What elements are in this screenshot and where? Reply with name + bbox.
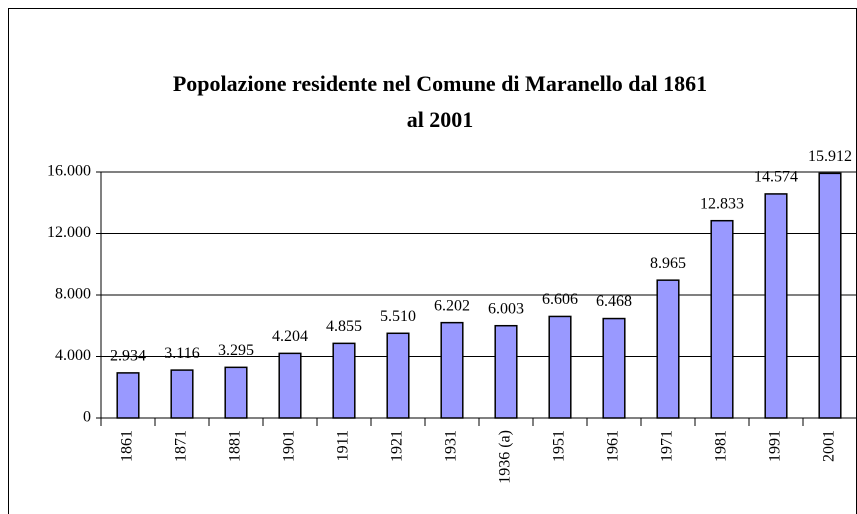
x-tick-label: 1991 <box>767 430 784 462</box>
bar <box>278 352 302 419</box>
bar <box>170 369 194 419</box>
x-tick-label: 1901 <box>281 430 298 462</box>
x-tick-label: 1936 (a) <box>497 430 514 484</box>
bar <box>764 193 788 419</box>
value-label: 3.116 <box>164 345 199 362</box>
value-label: 2.934 <box>110 348 146 365</box>
x-tick-label: 1951 <box>551 430 568 462</box>
x-tick-label: 1871 <box>173 430 190 462</box>
x-tick-label: 1981 <box>713 430 730 462</box>
x-tick-label: 1971 <box>659 430 676 462</box>
bar <box>548 315 572 419</box>
bar <box>224 366 248 419</box>
bar <box>440 321 464 419</box>
x-tick-label: 1961 <box>605 430 622 462</box>
y-tick-label: 16.000 <box>47 163 91 180</box>
x-tick-label: 1881 <box>227 430 244 462</box>
value-label: 6.468 <box>596 293 632 310</box>
x-tick-label: 1931 <box>443 430 460 462</box>
bar <box>710 219 734 419</box>
value-label: 8.965 <box>650 255 686 272</box>
value-label: 15.912 <box>808 148 852 165</box>
value-label: 4.855 <box>326 318 362 335</box>
x-tick-label: 2001 <box>821 430 838 462</box>
bar <box>116 372 140 419</box>
bar <box>332 342 356 419</box>
bar <box>386 332 410 419</box>
value-label: 6.202 <box>434 297 470 314</box>
y-tick-label: 8.000 <box>55 286 91 303</box>
value-label: 12.833 <box>700 195 744 212</box>
x-tick-label: 1861 <box>119 430 136 462</box>
bar <box>656 279 680 419</box>
value-label: 14.574 <box>754 169 798 186</box>
value-label: 5.510 <box>380 308 416 325</box>
chart-title: Popolazione residente nel Comune di Mara… <box>172 71 708 132</box>
x-tick-label: 1921 <box>389 430 406 462</box>
y-tick-label: 0 <box>83 409 91 426</box>
y-tick-label: 4.000 <box>55 347 91 364</box>
bar <box>602 317 626 419</box>
y-tick-label: 12.000 <box>47 224 91 241</box>
bar <box>494 324 518 419</box>
value-label: 3.295 <box>218 342 254 359</box>
x-tick-label: 1911 <box>335 430 352 461</box>
value-label: 6.003 <box>488 300 524 317</box>
value-label: 4.204 <box>272 328 308 345</box>
value-label: 6.606 <box>542 291 578 308</box>
bar <box>818 172 842 419</box>
